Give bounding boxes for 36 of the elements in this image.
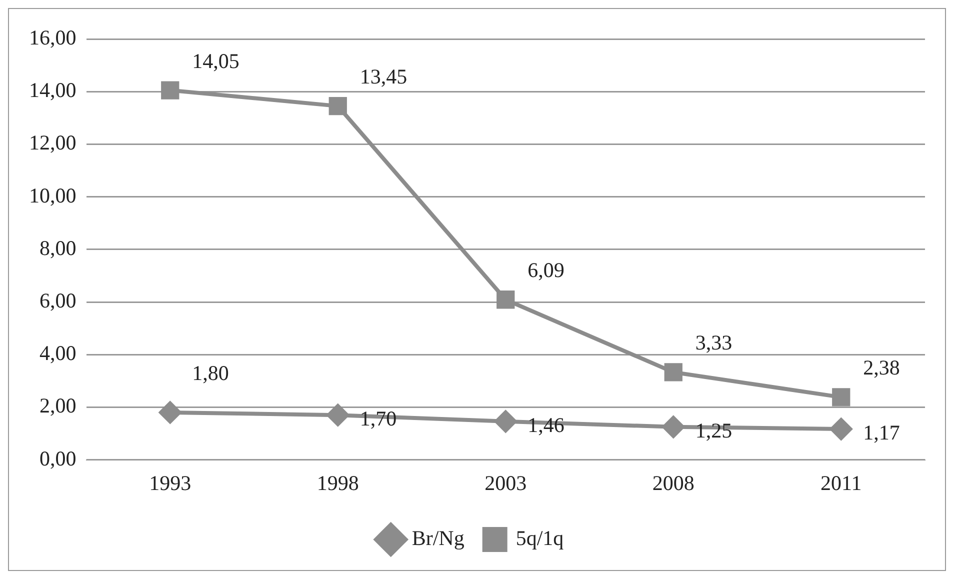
x-tick-label: 2008 bbox=[652, 470, 694, 495]
point bbox=[326, 404, 349, 426]
data-label: 1,70 bbox=[360, 406, 397, 431]
data-label: 13,45 bbox=[360, 64, 408, 89]
point bbox=[830, 418, 852, 440]
data-label: 1,46 bbox=[528, 412, 564, 437]
point bbox=[662, 416, 684, 438]
y-tick-label: 4,00 bbox=[40, 341, 76, 366]
data-label: 1,17 bbox=[863, 420, 900, 445]
point bbox=[664, 363, 682, 382]
y-tick-label: 10,00 bbox=[29, 183, 76, 208]
y-tick-label: 0,00 bbox=[40, 446, 76, 470]
point bbox=[496, 290, 515, 309]
data-label: 2,38 bbox=[863, 356, 900, 380]
y-tick-label: 6,00 bbox=[40, 288, 76, 313]
y-tick-label: 16,00 bbox=[29, 26, 76, 50]
x-tick-label: 2011 bbox=[820, 470, 862, 495]
data-label: 14,05 bbox=[192, 48, 240, 73]
point bbox=[161, 81, 180, 100]
data-label: 1,25 bbox=[695, 418, 732, 442]
data-label: 6,09 bbox=[528, 258, 564, 282]
point bbox=[159, 401, 182, 424]
y-tick-label: 2,00 bbox=[40, 394, 76, 418]
x-tick-label: 1993 bbox=[149, 470, 192, 495]
x-tick-label: 2003 bbox=[484, 470, 527, 495]
y-tick-label: 12,00 bbox=[29, 130, 76, 155]
x-tick-label: 1998 bbox=[316, 470, 359, 495]
legend-label: Br/Ng bbox=[412, 526, 465, 550]
y-tick-label: 8,00 bbox=[40, 236, 76, 260]
data-label: 3,33 bbox=[695, 330, 732, 355]
point bbox=[494, 410, 517, 432]
data-label: 1,80 bbox=[192, 360, 229, 385]
legend-label: 5q/1q bbox=[516, 526, 564, 550]
point bbox=[832, 388, 850, 406]
point bbox=[328, 96, 347, 116]
y-tick-label: 14,00 bbox=[29, 78, 76, 102]
